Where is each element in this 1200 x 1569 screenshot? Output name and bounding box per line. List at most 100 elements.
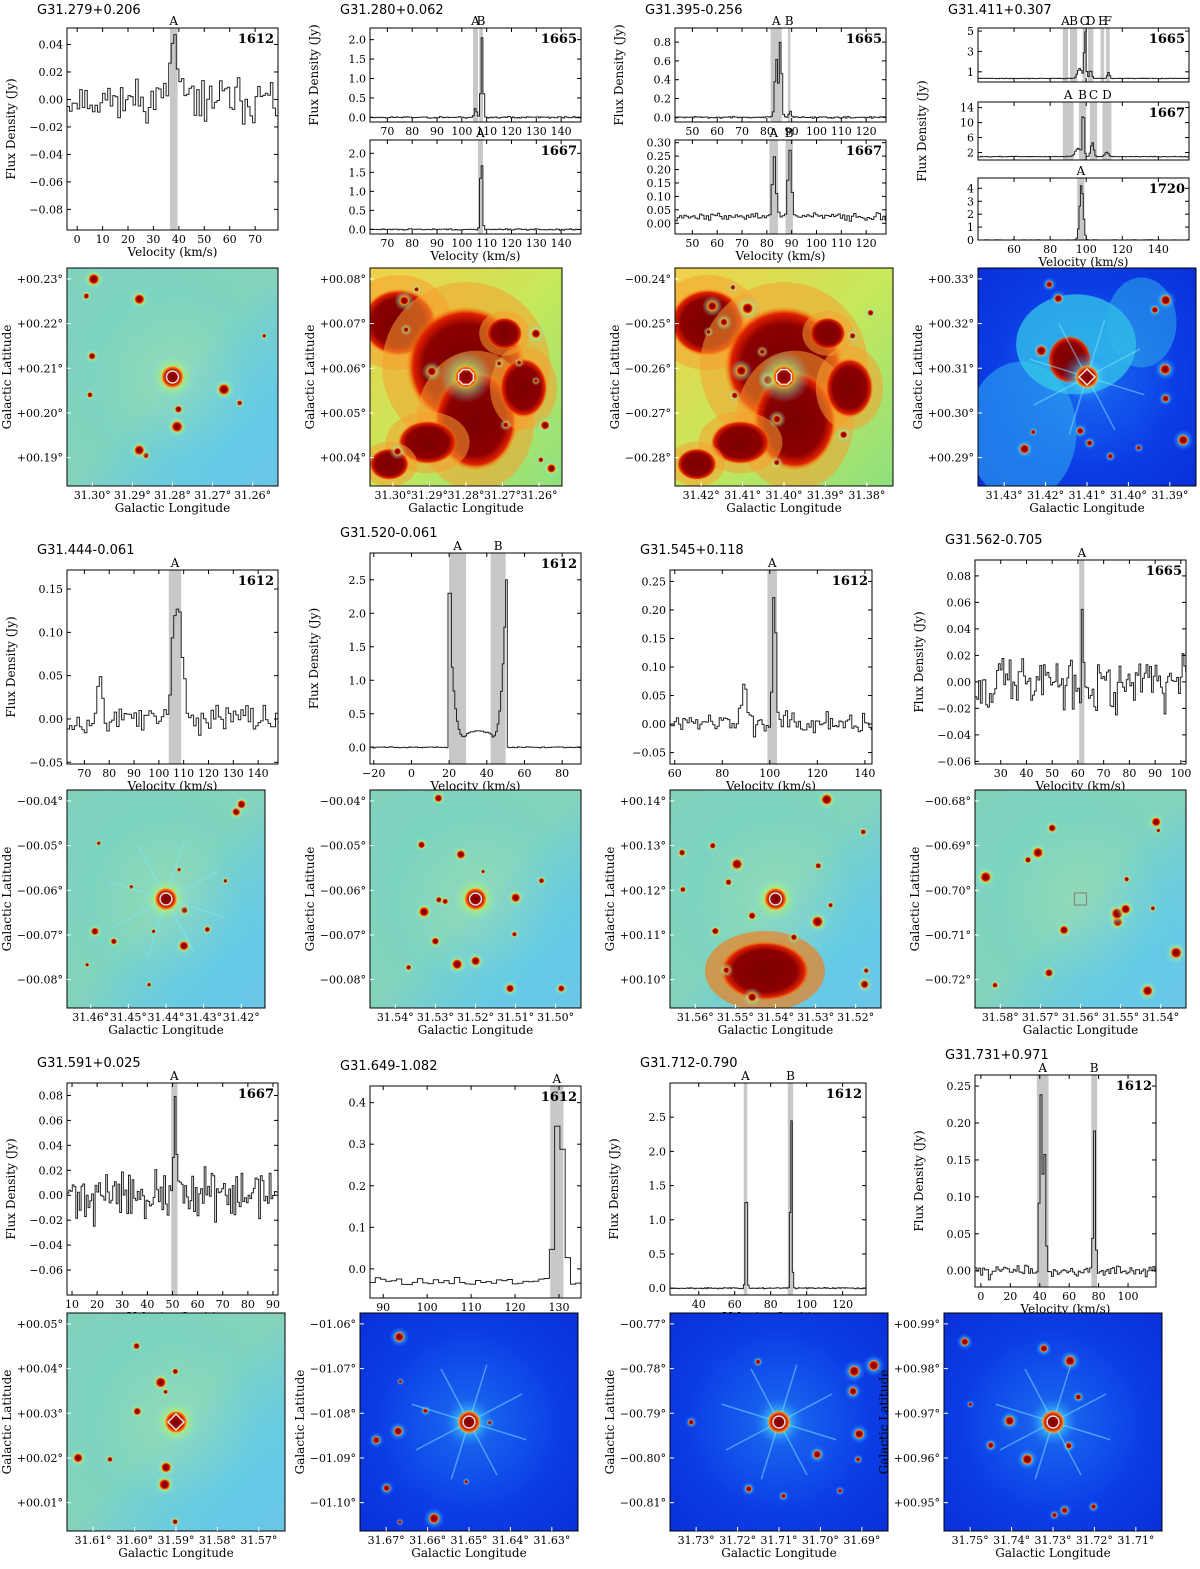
y-tick-label: 3 bbox=[967, 45, 974, 58]
x-tick-label: 31.54° bbox=[377, 1011, 414, 1024]
component-label-A: A bbox=[1060, 14, 1070, 28]
x-tick-label: 140 bbox=[551, 125, 572, 138]
y-tick-label: −01.08° bbox=[310, 1407, 356, 1420]
component-label-B: B bbox=[494, 539, 503, 553]
x-tick-label: 40 bbox=[1019, 767, 1033, 780]
source-name: G31.280+0.062 bbox=[340, 3, 444, 18]
x-tick-label: 20 bbox=[442, 767, 456, 780]
transition-label: 1667 bbox=[1149, 106, 1185, 121]
image-panel-15: 31.54° 31.53° 31.52° 31.51° 31.50° −00.04° −00… bbox=[303, 789, 582, 1037]
maser-position-marker bbox=[457, 368, 475, 386]
field-star bbox=[178, 940, 189, 951]
y-tick-label: −0.04 bbox=[29, 148, 63, 161]
x-tick-label: 70 bbox=[735, 125, 749, 138]
component-label-A: A bbox=[170, 556, 180, 570]
y-tick-label: +00.22° bbox=[17, 318, 63, 331]
x-tick-label: 70 bbox=[77, 767, 91, 780]
maser-position-marker bbox=[468, 892, 483, 906]
x-axis-label: Galactic Longitude bbox=[718, 1023, 833, 1037]
y-tick-label: +00.04° bbox=[320, 452, 366, 465]
image-panel-21: 31.61° 31.60° 31.59° 31.58° 31.57° +00.05° +00… bbox=[0, 1312, 286, 1560]
image-panel-11: 31.43° 31.42° 31.41° 31.40° 31.39° +00.33° +00… bbox=[911, 267, 1197, 515]
y-tick-label: 2.0 bbox=[349, 147, 367, 160]
y-axis-label: Galactic Latitude bbox=[0, 325, 14, 430]
x-tick-label: 31.53° bbox=[417, 1011, 454, 1024]
y-tick-label: +00.21° bbox=[17, 362, 63, 375]
y-tick-label: 0.8 bbox=[654, 36, 672, 49]
field-star bbox=[133, 1342, 140, 1350]
spectrum-line bbox=[370, 579, 581, 749]
x-tick-label: 31.28° bbox=[448, 489, 485, 502]
field-star bbox=[747, 992, 757, 1002]
velocity-window-B bbox=[1091, 1075, 1098, 1287]
y-tick-label: 0.10 bbox=[642, 661, 667, 674]
x-tick-label: 31.30° bbox=[74, 489, 111, 502]
field-star bbox=[204, 926, 211, 933]
field-star bbox=[171, 420, 183, 433]
x-tick-label: 31.75° bbox=[952, 1534, 989, 1547]
field-star bbox=[418, 906, 430, 918]
y-tick-label: 0.0 bbox=[649, 1282, 667, 1295]
plot-frame bbox=[977, 177, 1190, 241]
x-tick-label: 31.45° bbox=[110, 1011, 147, 1024]
field-star bbox=[372, 1436, 381, 1445]
x-tick-label: 31.71° bbox=[761, 1534, 798, 1547]
field-star bbox=[992, 982, 998, 989]
field-star bbox=[1019, 443, 1030, 455]
field-star bbox=[707, 300, 718, 312]
field-star bbox=[431, 937, 440, 946]
field-star bbox=[218, 383, 230, 396]
field-star bbox=[1086, 439, 1094, 447]
field-star bbox=[1021, 1453, 1033, 1465]
y-tick-label: 1.0 bbox=[349, 72, 367, 85]
y-tick-label: 1 bbox=[967, 221, 974, 234]
x-tick-label: 80 bbox=[1092, 1290, 1106, 1303]
velocity-window-A bbox=[449, 553, 467, 764]
x-tick-label: 80 bbox=[241, 1298, 255, 1311]
x-tick-label: 31.38° bbox=[848, 489, 885, 502]
source-name: G31.591+0.025 bbox=[37, 1056, 141, 1071]
x-tick-label: 40 bbox=[480, 767, 494, 780]
x-tick-label: 31.61° bbox=[75, 1534, 112, 1547]
y-tick-label: 0.0 bbox=[654, 111, 672, 124]
x-tick-label: 110 bbox=[831, 237, 852, 250]
emission-region bbox=[499, 357, 548, 418]
x-tick-label: 90 bbox=[266, 1298, 280, 1311]
field-star bbox=[417, 841, 426, 849]
velocity-window-F bbox=[1106, 28, 1110, 82]
field-star bbox=[557, 984, 565, 993]
y-tick-label: 1.0 bbox=[649, 1214, 667, 1227]
central-source bbox=[463, 887, 488, 911]
component-label-B: B bbox=[785, 14, 794, 28]
plot-frame bbox=[977, 101, 1190, 161]
field-star bbox=[464, 1479, 469, 1484]
velocity-window-B bbox=[785, 140, 793, 234]
x-tick-label: 31.64° bbox=[492, 1534, 529, 1547]
y-tick-label: 0.08 bbox=[947, 570, 972, 583]
y-tick-label: −00.06° bbox=[320, 884, 366, 897]
x-tick-label: 31.58° bbox=[982, 1011, 1019, 1024]
velocity-window-A bbox=[169, 28, 178, 230]
field-star bbox=[172, 1368, 179, 1375]
y-tick-label: 0.20 bbox=[642, 604, 667, 617]
component-label-A: A bbox=[452, 539, 462, 553]
x-tick-label: 100 bbox=[806, 125, 827, 138]
velocity-window-C bbox=[1089, 102, 1098, 160]
transition-label: 1667 bbox=[541, 144, 577, 159]
field-star bbox=[679, 886, 686, 893]
x-tick-label: 130 bbox=[526, 237, 547, 250]
y-tick-label: −0.05 bbox=[632, 747, 666, 760]
field-star bbox=[1024, 856, 1032, 864]
y-tick-label: 0.05 bbox=[647, 204, 672, 217]
x-tick-label: 0 bbox=[977, 1290, 984, 1303]
y-tick-label: +00.05° bbox=[17, 1318, 63, 1331]
x-tick-label: 120 bbox=[501, 237, 522, 250]
transition-label: 1612 bbox=[238, 32, 274, 47]
x-tick-label: 31.58° bbox=[199, 1534, 236, 1547]
y-tick-label: +00.04° bbox=[17, 1363, 63, 1376]
maser-position-marker bbox=[775, 368, 793, 386]
x-tick-label: 20 bbox=[1003, 1290, 1017, 1303]
y-axis-label: Galactic Latitude bbox=[911, 325, 925, 430]
spectrum-line bbox=[370, 37, 581, 119]
x-tick-label: 110 bbox=[461, 1301, 482, 1314]
